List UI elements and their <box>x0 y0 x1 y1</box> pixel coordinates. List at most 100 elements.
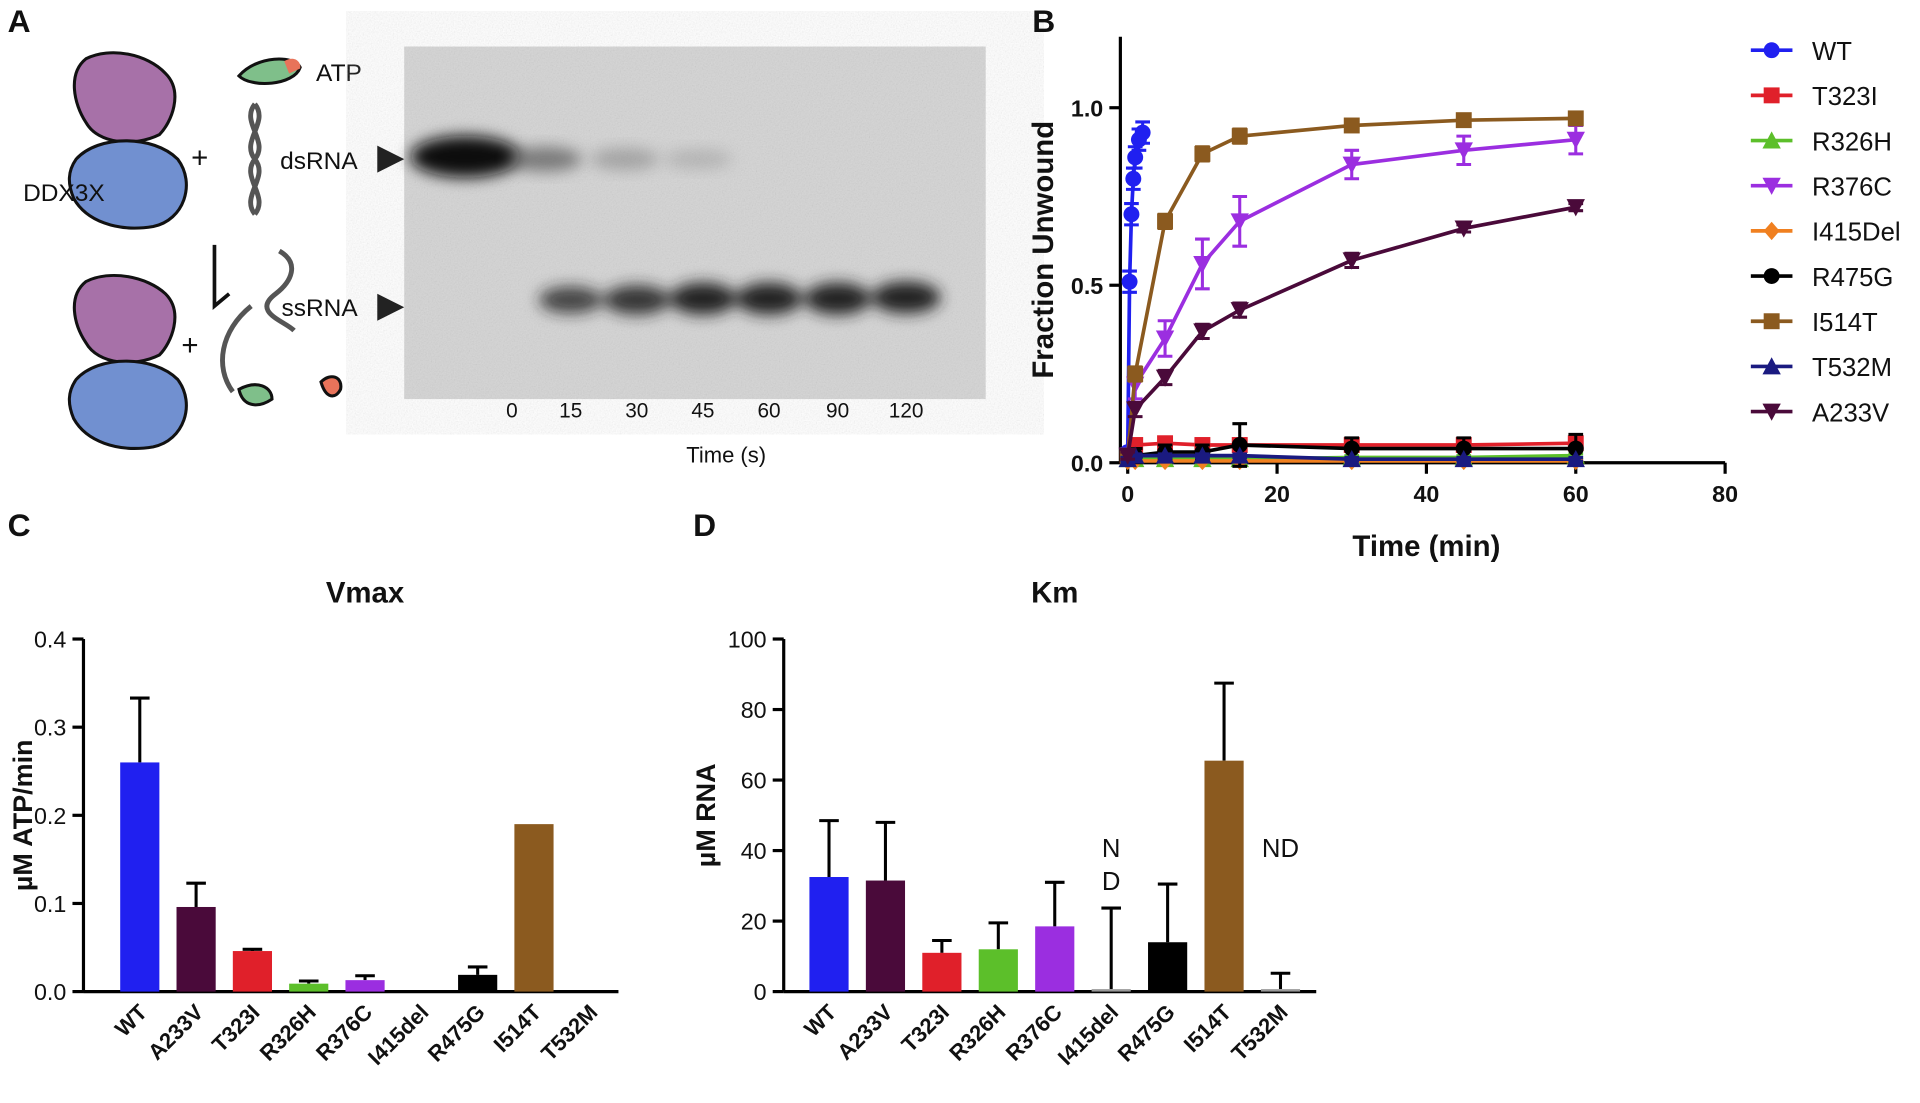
marker <box>1454 220 1473 238</box>
marker <box>1230 213 1249 231</box>
x-tick-label: R475G <box>423 999 490 1066</box>
error-bar <box>932 938 952 953</box>
x-tick-label: R326H <box>255 999 321 1065</box>
marker <box>1194 145 1211 162</box>
error-bar <box>819 819 839 878</box>
y-tick-label: 0.2 <box>34 803 66 829</box>
plus: + <box>191 142 208 175</box>
bar <box>176 906 216 992</box>
y-tick-label: 1.0 <box>1071 95 1103 121</box>
y-tick-label: 20 <box>741 909 767 935</box>
bar <box>289 983 329 992</box>
legend-marker <box>1763 221 1780 241</box>
marker <box>1134 124 1151 141</box>
legend-label: R475G <box>1812 264 1893 292</box>
dsrna-icon <box>248 102 262 216</box>
arrow <box>212 244 231 310</box>
marker <box>1454 142 1473 160</box>
marker <box>1342 252 1361 270</box>
marker <box>1342 450 1361 468</box>
gel-band <box>538 286 603 314</box>
adp-icon <box>237 383 274 407</box>
ssrna-icon <box>264 248 296 333</box>
bar <box>345 980 385 992</box>
error-bar <box>355 974 375 981</box>
marker <box>1155 369 1175 387</box>
bar <box>865 880 906 992</box>
bar <box>922 952 962 992</box>
bar <box>809 877 849 992</box>
atp-icon <box>284 58 301 74</box>
pi-icon <box>319 375 343 398</box>
x-tick-label: 80 <box>1712 481 1738 507</box>
x-tick-label: A233V <box>832 999 898 1065</box>
marker <box>1230 446 1249 464</box>
gel-band <box>871 281 941 314</box>
marker <box>1342 156 1361 174</box>
legend-label: R326H <box>1812 128 1892 156</box>
legend-marker <box>1763 313 1780 330</box>
y-tick-label: 0.5 <box>1071 273 1103 299</box>
marker <box>1231 128 1248 145</box>
lane-label: 30 <box>625 399 648 422</box>
marker <box>1343 440 1360 457</box>
marker <box>1125 170 1142 187</box>
error-bar <box>467 965 488 975</box>
marker <box>1157 213 1174 230</box>
marker <box>1566 450 1585 468</box>
x-tick-label: I415del <box>1053 999 1123 1069</box>
error-bar <box>129 696 150 763</box>
legend-label: I415Del <box>1812 219 1901 247</box>
error-bar <box>988 921 1009 950</box>
error-bar <box>1044 880 1065 927</box>
marker <box>1193 446 1212 464</box>
panel-label: B <box>1032 3 1055 39</box>
y-tick-label: 0.4 <box>34 627 66 653</box>
y-tick-label: 0.0 <box>34 979 66 1005</box>
legend-label: I514T <box>1812 309 1878 337</box>
y-axis-label: Fraction Unwound <box>1027 121 1060 379</box>
marker <box>1455 440 1472 457</box>
x-tick-label: 40 <box>1413 481 1439 507</box>
x-tick-label: I415del <box>363 999 433 1069</box>
helicase-domain <box>67 359 188 450</box>
bar <box>1035 926 1075 992</box>
lane-label: 90 <box>826 399 849 422</box>
lane-label: 120 <box>889 399 924 422</box>
error-bar <box>875 820 896 881</box>
legend-marker <box>1763 87 1780 104</box>
bar <box>232 951 273 992</box>
marker <box>1193 323 1212 341</box>
marker <box>1155 446 1175 464</box>
band-label: dsRNA <box>280 148 358 175</box>
band-arrow <box>377 293 405 321</box>
series-line <box>1125 137 1576 456</box>
y-axis-label: µM ATP/min <box>8 740 38 892</box>
marker <box>1126 401 1145 419</box>
bar <box>514 824 554 992</box>
legend-marker <box>1762 177 1781 195</box>
gel-band <box>804 282 871 315</box>
marker <box>1567 440 1584 457</box>
legend-marker <box>1762 131 1781 149</box>
panel-label: D <box>693 507 716 543</box>
gel-band <box>663 149 733 169</box>
annotation: D <box>1102 868 1121 896</box>
annotation: N <box>1102 835 1121 863</box>
legend-marker <box>1763 42 1780 59</box>
error-bar <box>186 881 206 907</box>
series-line <box>1126 453 1576 462</box>
x-tick-label: WT <box>799 999 841 1041</box>
legend-label: T532M <box>1812 354 1892 382</box>
band-arrow <box>377 145 405 173</box>
helicase-domain <box>72 274 177 364</box>
gel-time-label: Time (s) <box>686 443 766 468</box>
y-tick-label: 0 <box>754 979 767 1005</box>
gel-band <box>508 146 582 172</box>
x-tick-label: A233V <box>143 999 209 1065</box>
gel-bands-ss <box>538 281 941 315</box>
legend-marker <box>1763 268 1780 285</box>
bar <box>120 762 160 992</box>
band-label: ssRNA <box>282 295 359 322</box>
